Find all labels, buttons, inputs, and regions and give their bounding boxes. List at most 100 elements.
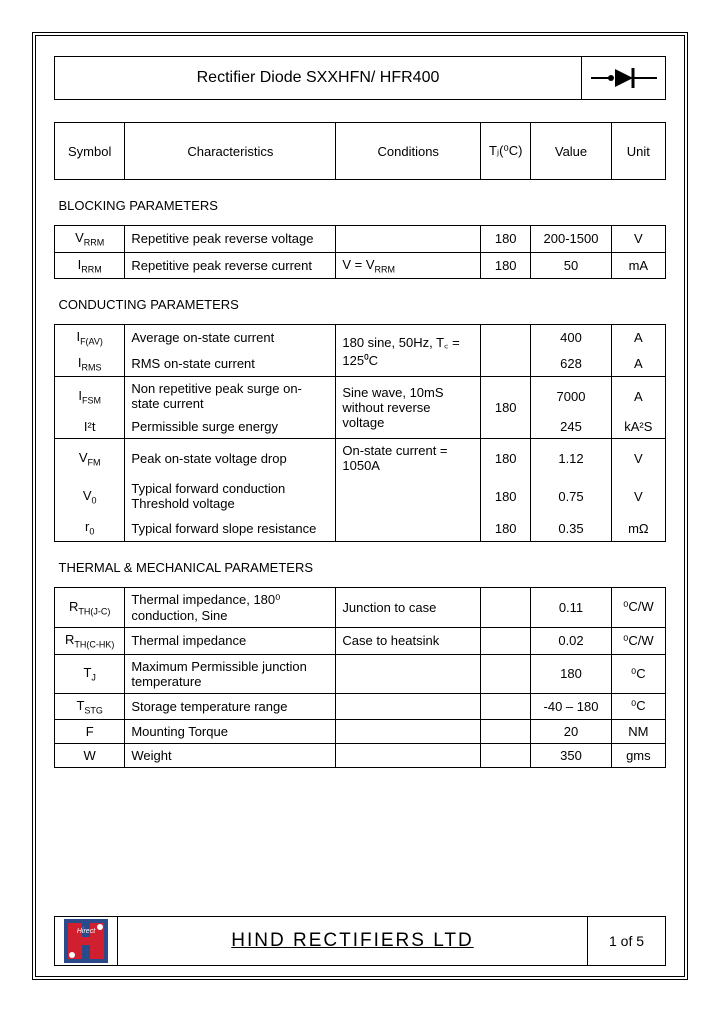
cell-unit: V [611,439,665,478]
cell-unit: V [611,477,665,515]
document-title: Rectifier Diode SXXHFN/ HFR400 [54,56,582,100]
cell-symbol: F [55,720,125,744]
hirect-logo-icon: Hirect [62,917,110,965]
cell-unit: mA [611,252,665,279]
cell-char: Permissible surge energy [125,415,336,439]
cell-symbol: IRMS [55,351,125,377]
cell-symbol: VRRM [55,226,125,253]
cell-tj [481,720,531,744]
page-number: 1 of 5 [588,916,666,966]
cell-tj [481,654,531,693]
cell-symbol: VFM [55,439,125,478]
cell-symbol: IRRM [55,252,125,279]
cell-cond [336,744,481,768]
cell-tj [481,587,531,627]
page-frame: Rectifier Diode SXXHFN/ HFR400 Symbol Ch… [32,32,688,980]
cell-cond [336,693,481,720]
cell-cond [336,515,481,541]
cell-val: 7000 [531,377,611,416]
header-unit: Unit [611,123,665,180]
table-row: r0 Typical forward slope resistance 180 … [55,515,666,541]
cell-char: Thermal impedance [125,627,336,654]
cell-tj: 180 [481,439,531,478]
section-conducting: CONDUCTING PARAMETERS [55,279,666,325]
table-row: RTH(J-C) Thermal impedance, 180⁰ conduct… [55,587,666,627]
cell-unit: NM [611,720,665,744]
cell-unit: ⁰C [611,693,665,720]
cell-val: 180 [531,654,611,693]
cell-char: Typical forward conduction Threshold vol… [125,477,336,515]
cell-cond: Case to heatsink [336,627,481,654]
cell-tj: 180 [481,377,531,439]
cell-tj [481,693,531,720]
cell-val: 50 [531,252,611,279]
cell-char: Typical forward slope resistance [125,515,336,541]
cell-char: Storage temperature range [125,693,336,720]
cell-char: Repetitive peak reverse voltage [125,226,336,253]
cell-tj: 180 [481,252,531,279]
cell-val: 0.35 [531,515,611,541]
table-row: IF(AV) Average on-state current 180 sine… [55,325,666,351]
cell-char: Thermal impedance, 180⁰ conduction, Sine [125,587,336,627]
cell-val: 400 [531,325,611,351]
cell-cond [336,654,481,693]
cell-char: Peak on-state voltage drop [125,439,336,478]
diode-icon [589,64,659,92]
section-thermal: THERMAL & MECHANICAL PARAMETERS [55,541,666,587]
cell-char: Weight [125,744,336,768]
cell-symbol: TSTG [55,693,125,720]
cell-tj [481,325,531,351]
cell-val: 20 [531,720,611,744]
cell-symbol: IFSM [55,377,125,416]
cell-val: 0.02 [531,627,611,654]
cell-unit: ⁰C/W [611,627,665,654]
header-characteristics: Characteristics [125,123,336,180]
cell-symbol: TJ [55,654,125,693]
cell-symbol: r0 [55,515,125,541]
table-row: IFSM Non repetitive peak surge on-state … [55,377,666,416]
cell-unit: gms [611,744,665,768]
table-header-row: Symbol Characteristics Conditions Tⱼ(⁰C)… [55,123,666,180]
cell-val: 200-1500 [531,226,611,253]
cell-tj [481,744,531,768]
cell-unit: ⁰C/W [611,587,665,627]
cell-char: Maximum Permissible junction temperature [125,654,336,693]
table-row: RTH(C-HK) Thermal impedance Case to heat… [55,627,666,654]
cell-unit: A [611,325,665,351]
cell-unit: ⁰C [611,654,665,693]
parameters-table: Symbol Characteristics Conditions Tⱼ(⁰C)… [54,122,666,768]
cell-val: -40 – 180 [531,693,611,720]
diode-symbol-box [582,56,666,100]
cell-val: 350 [531,744,611,768]
cell-cond: Junction to case [336,587,481,627]
cell-tj [481,627,531,654]
company-name: HIND RECTIFIERS LTD [118,916,588,966]
table-row: TSTG Storage temperature range -40 – 180… [55,693,666,720]
cell-val: 245 [531,415,611,439]
cell-cond [336,226,481,253]
cell-symbol: RTH(J-C) [55,587,125,627]
cell-tj: 180 [481,477,531,515]
cell-symbol: RTH(C-HK) [55,627,125,654]
table-row: VFM Peak on-state voltage drop On-state … [55,439,666,478]
cell-tj: 180 [481,226,531,253]
cell-char: Average on-state current [125,325,336,351]
section-blocking: BLOCKING PARAMETERS [55,180,666,226]
cell-val: 1.12 [531,439,611,478]
header-conditions: Conditions [336,123,481,180]
footer-row: Hirect HIND RECTIFIERS LTD 1 of 5 [54,916,666,966]
cell-unit: A [611,377,665,416]
cell-cond: V = VRRM [336,252,481,279]
table-row: TJ Maximum Permissible junction temperat… [55,654,666,693]
table-row: F Mounting Torque 20 NM [55,720,666,744]
cell-symbol: IF(AV) [55,325,125,351]
cell-symbol: W [55,744,125,768]
cell-val: 628 [531,351,611,377]
cell-tj [481,351,531,377]
cell-char: Repetitive peak reverse current [125,252,336,279]
cell-cond: On-state current = 1050A [336,439,481,478]
cell-val: 0.11 [531,587,611,627]
cell-cond [336,720,481,744]
cell-symbol: V0 [55,477,125,515]
table-row: VRRM Repetitive peak reverse voltage 180… [55,226,666,253]
